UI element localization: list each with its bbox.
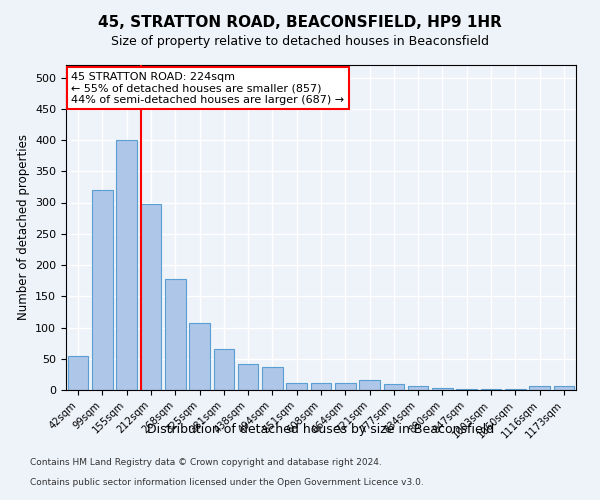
- Text: 45, STRATTON ROAD, BEACONSFIELD, HP9 1HR: 45, STRATTON ROAD, BEACONSFIELD, HP9 1HR: [98, 15, 502, 30]
- Bar: [359, 380, 380, 390]
- Bar: [554, 386, 574, 390]
- Bar: [262, 367, 283, 390]
- Bar: [408, 386, 428, 390]
- Bar: [214, 350, 234, 390]
- Text: Distribution of detached houses by size in Beaconsfield: Distribution of detached houses by size …: [148, 422, 494, 436]
- Bar: [68, 356, 88, 390]
- Bar: [457, 389, 477, 390]
- Bar: [335, 383, 356, 390]
- Y-axis label: Number of detached properties: Number of detached properties: [17, 134, 29, 320]
- Bar: [116, 140, 137, 390]
- Bar: [238, 364, 259, 390]
- Bar: [383, 384, 404, 390]
- Bar: [92, 190, 113, 390]
- Text: Contains public sector information licensed under the Open Government Licence v3: Contains public sector information licen…: [30, 478, 424, 487]
- Bar: [140, 204, 161, 390]
- Text: Size of property relative to detached houses in Beaconsfield: Size of property relative to detached ho…: [111, 35, 489, 48]
- Bar: [286, 382, 307, 390]
- Text: Contains HM Land Registry data © Crown copyright and database right 2024.: Contains HM Land Registry data © Crown c…: [30, 458, 382, 467]
- Bar: [165, 280, 185, 390]
- Bar: [311, 382, 331, 390]
- Text: 45 STRATTON ROAD: 224sqm
← 55% of detached houses are smaller (857)
44% of semi-: 45 STRATTON ROAD: 224sqm ← 55% of detach…: [71, 72, 344, 104]
- Bar: [432, 388, 453, 390]
- Bar: [189, 322, 210, 390]
- Bar: [529, 386, 550, 390]
